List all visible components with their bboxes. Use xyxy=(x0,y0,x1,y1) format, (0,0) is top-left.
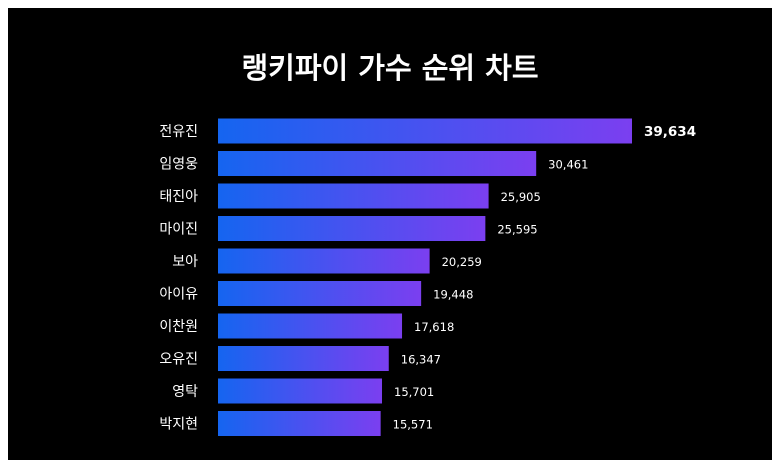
chart-svg: 랭키파이 가수 순위 차트 전유진 39,634 임영웅 30,461 태진아 25,90… xyxy=(159,51,696,436)
bar xyxy=(218,378,383,404)
chart-frame: 랭키파이 가수 순위 차트 전유진 39,634 임영웅 30,461 태진아 25,90… xyxy=(8,8,772,460)
category-label: 박지현 xyxy=(159,417,198,433)
category-label: 마이진 xyxy=(159,222,198,238)
value-label: 20,259 xyxy=(442,255,482,269)
bars-group: 전유진 39,634 임영웅 30,461 태진아 25,905 마이진 25,595 보아 20… xyxy=(159,118,696,436)
value-label: 15,701 xyxy=(394,385,434,399)
value-label: 19,448 xyxy=(433,288,473,302)
bar xyxy=(218,346,389,371)
bar xyxy=(218,313,403,339)
category-label: 전유진 xyxy=(159,124,198,140)
bar xyxy=(218,216,486,241)
category-label: 아이유 xyxy=(159,287,198,303)
value-label: 15,571 xyxy=(393,418,433,432)
value-label: 30,461 xyxy=(548,158,588,172)
value-label: 25,905 xyxy=(501,190,541,204)
category-label: 이찬원 xyxy=(159,319,198,335)
bar xyxy=(218,183,489,209)
chart-title: 랭키파이 가수 순위 차트 xyxy=(241,51,538,85)
bar xyxy=(218,118,632,144)
bar xyxy=(218,151,537,176)
category-label: 보아 xyxy=(172,254,198,270)
value-label: 16,347 xyxy=(401,353,441,367)
category-label: 오유진 xyxy=(159,352,198,368)
value-label: 25,595 xyxy=(497,223,537,237)
bar xyxy=(218,248,430,274)
bar xyxy=(218,411,381,436)
bar xyxy=(218,281,422,306)
value-label: 39,634 xyxy=(644,124,696,140)
category-label: 영탁 xyxy=(172,384,198,400)
category-label: 태진아 xyxy=(159,189,198,205)
category-label: 임영웅 xyxy=(159,157,198,173)
value-label: 17,618 xyxy=(414,320,454,334)
